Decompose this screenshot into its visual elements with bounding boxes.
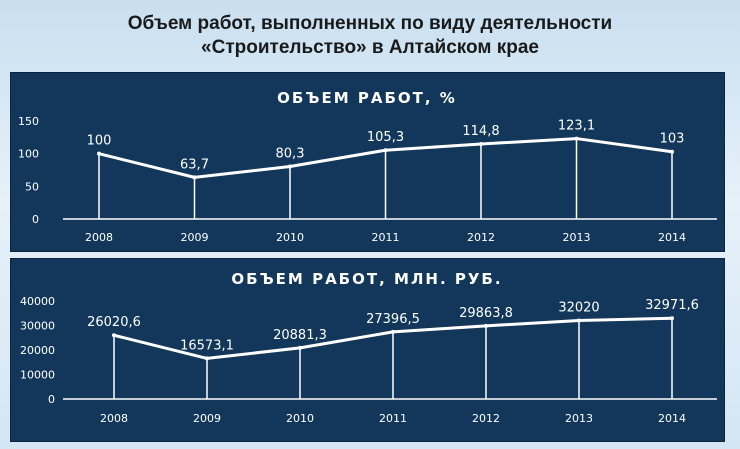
pct-data-label-2011: 105,3 (367, 130, 404, 145)
rub-x-tick-label-2012: 2012 (472, 412, 500, 425)
rub-x-tick-label-2008: 2008 (100, 412, 128, 425)
rub-y-tick-label: 10000 (20, 369, 55, 382)
rub-x-tick-label-2014: 2014 (658, 412, 686, 425)
rub-point-2014 (670, 316, 674, 321)
rub-x-tick-label-2010: 2010 (286, 412, 314, 425)
chart-panel-rubles: ОБЪЕМ РАБОТ, МЛН. РУБ. 0 10000 20000 30000 40… (10, 258, 725, 442)
pct-y-tick-label: 50 (25, 180, 39, 193)
pct-point-2010 (288, 164, 292, 169)
rub-point-2009 (205, 356, 209, 361)
pct-chart-title: ОБЪЕМ РАБОТ, % (277, 89, 457, 107)
chart-percent: ОБЪЕМ РАБОТ, % 0 50 100 150 100 63,7 80,3 105,3 1… (18, 89, 717, 244)
rub-data-label-2013: 32020 (558, 301, 599, 316)
rub-point-2008 (112, 333, 116, 338)
pct-x-tick-label-2009: 2009 (181, 231, 209, 244)
pct-y-tick-label: 100 (18, 148, 39, 161)
pct-data-label-2008: 100 (87, 134, 112, 149)
rub-x-tick-label-2009: 2009 (193, 412, 221, 425)
pct-y-tick-label: 150 (18, 115, 39, 128)
rub-data-label-2014: 32971,6 (645, 298, 699, 313)
pct-x-tick-label-2010: 2010 (276, 231, 304, 244)
rub-x-tick-label-2011: 2011 (379, 412, 407, 425)
pct-point-2009 (192, 175, 197, 180)
pct-point-2008 (97, 151, 101, 156)
pct-point-2011 (383, 148, 388, 153)
pct-point-2012 (479, 141, 483, 146)
rub-chart-title: ОБЪЕМ РАБОТ, МЛН. РУБ. (231, 270, 502, 288)
rub-data-label-2012: 29863,8 (459, 306, 513, 321)
rub-y-tick-label: 0 (48, 393, 55, 406)
pct-data-label-2013: 123,1 (558, 119, 595, 134)
rub-data-label-2011: 27396,5 (366, 312, 420, 327)
rub-data-label-2008: 26020,6 (87, 315, 141, 330)
pct-data-label-2014: 103 (660, 132, 685, 147)
rub-point-2012 (484, 323, 488, 328)
page-title-line2: «Строительство» в Алтайском крае (201, 37, 539, 58)
pct-x-tick-label-2013: 2013 (563, 231, 591, 244)
rub-x-tick-label-2013: 2013 (565, 412, 593, 425)
rub-point-2011 (391, 329, 395, 334)
pct-x-tick-label-2012: 2012 (467, 231, 495, 244)
rub-point-2013 (577, 318, 581, 323)
pct-x-tick-label-2014: 2014 (658, 231, 686, 244)
page-title-line1: Объем работ, выполненных по виду деятель… (127, 13, 613, 34)
page-title: Объем работ, выполненных по виду деятель… (0, 12, 740, 60)
pct-x-tick-label-2008: 2008 (85, 231, 113, 244)
rub-data-label-2010: 20881,3 (273, 328, 327, 343)
pct-data-label-2010: 80,3 (276, 147, 305, 162)
rub-point-2010 (298, 345, 302, 350)
pct-y-tick-label: 0 (32, 213, 39, 226)
chart-panel-percent: ОБЪЕМ РАБОТ, % 0 50 100 150 100 63,7 80,3 105,3 1… (10, 72, 725, 252)
pct-point-2014 (670, 149, 674, 154)
chart-rubles: ОБЪЕМ РАБОТ, МЛН. РУБ. 0 10000 20000 30000 40… (20, 270, 717, 425)
pct-data-label-2012: 114,8 (462, 124, 499, 139)
rub-data-label-2009: 16573,1 (180, 338, 234, 353)
rub-y-tick-label: 20000 (20, 344, 55, 357)
pct-point-2013 (574, 136, 579, 141)
rub-y-tick-label: 30000 (20, 320, 55, 333)
pct-data-label-2009: 63,7 (180, 157, 209, 172)
pct-x-tick-label-2011: 2011 (372, 231, 400, 244)
rub-y-tick-label: 40000 (20, 295, 55, 308)
